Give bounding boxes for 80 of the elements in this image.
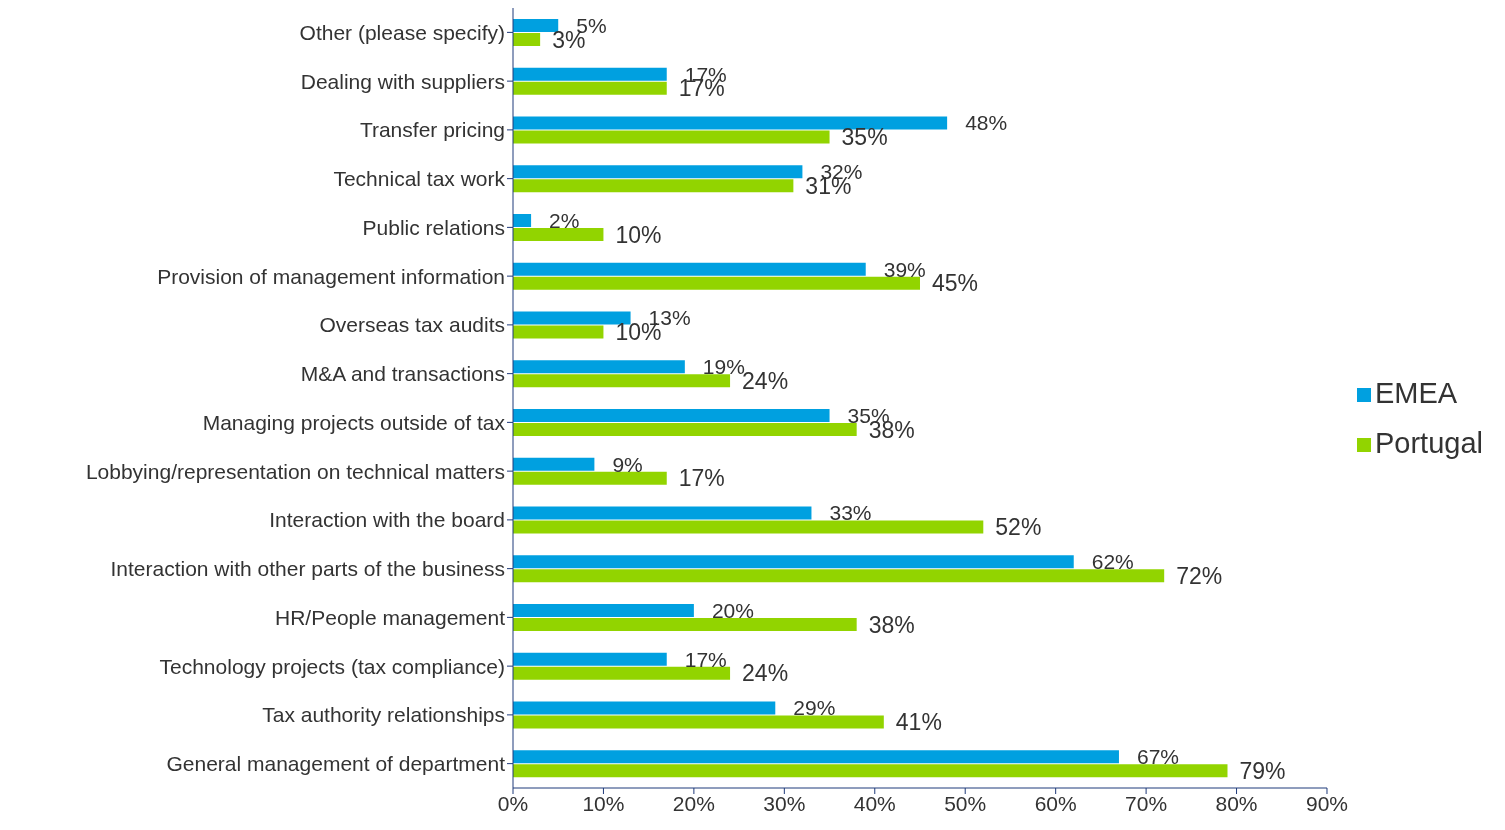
y-tick-label: Tax authority relationships	[262, 703, 505, 727]
bar	[513, 520, 984, 534]
data-label: 52%	[995, 514, 1042, 541]
bar	[513, 764, 1228, 778]
bar	[513, 374, 731, 388]
bar	[513, 701, 776, 715]
bar	[513, 311, 631, 325]
data-label: 10%	[615, 221, 662, 248]
data-label: 79%	[1239, 757, 1286, 784]
data-label: 45%	[931, 270, 979, 297]
bar	[513, 360, 685, 374]
bar	[513, 471, 667, 485]
x-tick-label: 90%	[1305, 791, 1348, 815]
data-label: 62%	[1091, 550, 1134, 574]
bar	[513, 33, 541, 46]
bar	[513, 715, 884, 729]
y-tick-label: Managing projects outside of tax	[202, 410, 506, 434]
data-label: 29%	[793, 696, 836, 720]
bar	[513, 750, 1119, 764]
bar	[513, 19, 559, 32]
y-tick-label: Technical tax work	[333, 167, 506, 191]
data-label: 35%	[841, 124, 888, 151]
data-label: 33%	[829, 501, 872, 525]
y-tick-label: Other (please specify)	[299, 20, 505, 44]
bar	[513, 618, 857, 631]
x-tick-label: 80%	[1215, 791, 1258, 815]
y-tick-label: HR/People management	[275, 605, 506, 629]
legend-label: EMEA	[1374, 377, 1458, 409]
bar	[513, 165, 803, 179]
y-tick-label: Dealing with suppliers	[300, 69, 505, 93]
x-tick-label: 0%	[497, 791, 529, 815]
bar	[513, 423, 857, 436]
bar	[513, 409, 830, 422]
bar	[513, 276, 920, 290]
data-label: 38%	[868, 611, 915, 638]
y-tick-label: Overseas tax audits	[319, 313, 505, 337]
bar	[513, 67, 667, 81]
legend-label: Portugal	[1374, 427, 1483, 459]
bar	[513, 116, 948, 130]
data-label: 72%	[1176, 562, 1223, 589]
data-label: 2%	[549, 208, 580, 232]
bar	[513, 506, 812, 520]
bar	[513, 555, 1074, 569]
y-tick-label: Provision of management information	[157, 264, 505, 288]
y-tick-label: M&A and transactions	[300, 362, 505, 386]
x-tick-label: 60%	[1034, 791, 1077, 815]
data-label: 24%	[742, 660, 789, 687]
x-tick-label: 50%	[944, 791, 987, 815]
y-tick-label: Interaction with other parts of the business	[110, 557, 505, 581]
data-label: 20%	[711, 598, 754, 622]
data-label: 39%	[883, 257, 926, 281]
y-tick-label: Lobbying/representation on technical matters	[85, 459, 505, 483]
bar	[513, 604, 694, 617]
bar	[513, 666, 731, 680]
bar	[513, 81, 667, 95]
y-tick-label: Interaction with the board	[269, 508, 505, 532]
bar	[513, 569, 1165, 583]
bar	[513, 228, 604, 241]
y-tick-label: Technology projects (tax compliance)	[159, 654, 505, 678]
bar	[513, 214, 532, 227]
data-label: 17%	[684, 647, 727, 671]
x-tick-label: 20%	[672, 791, 715, 815]
x-tick-label: 70%	[1125, 791, 1168, 815]
bar	[513, 652, 667, 666]
bar	[513, 457, 595, 471]
y-tick-label: Transfer pricing	[359, 118, 505, 142]
bar	[513, 325, 604, 339]
bar	[513, 179, 794, 193]
data-label: 48%	[965, 111, 1008, 135]
x-tick-label: 10%	[582, 791, 625, 815]
data-label: 67%	[1136, 745, 1179, 769]
bar	[513, 130, 830, 144]
data-label: 41%	[895, 709, 942, 736]
data-label: 17%	[678, 465, 725, 492]
bar	[513, 262, 866, 276]
x-tick-label: 40%	[853, 791, 896, 815]
y-tick-label: General management of department	[166, 752, 506, 776]
y-tick-label: Public relations	[362, 215, 505, 239]
x-tick-label: 30%	[763, 791, 806, 815]
data-label: 9%	[612, 452, 643, 476]
